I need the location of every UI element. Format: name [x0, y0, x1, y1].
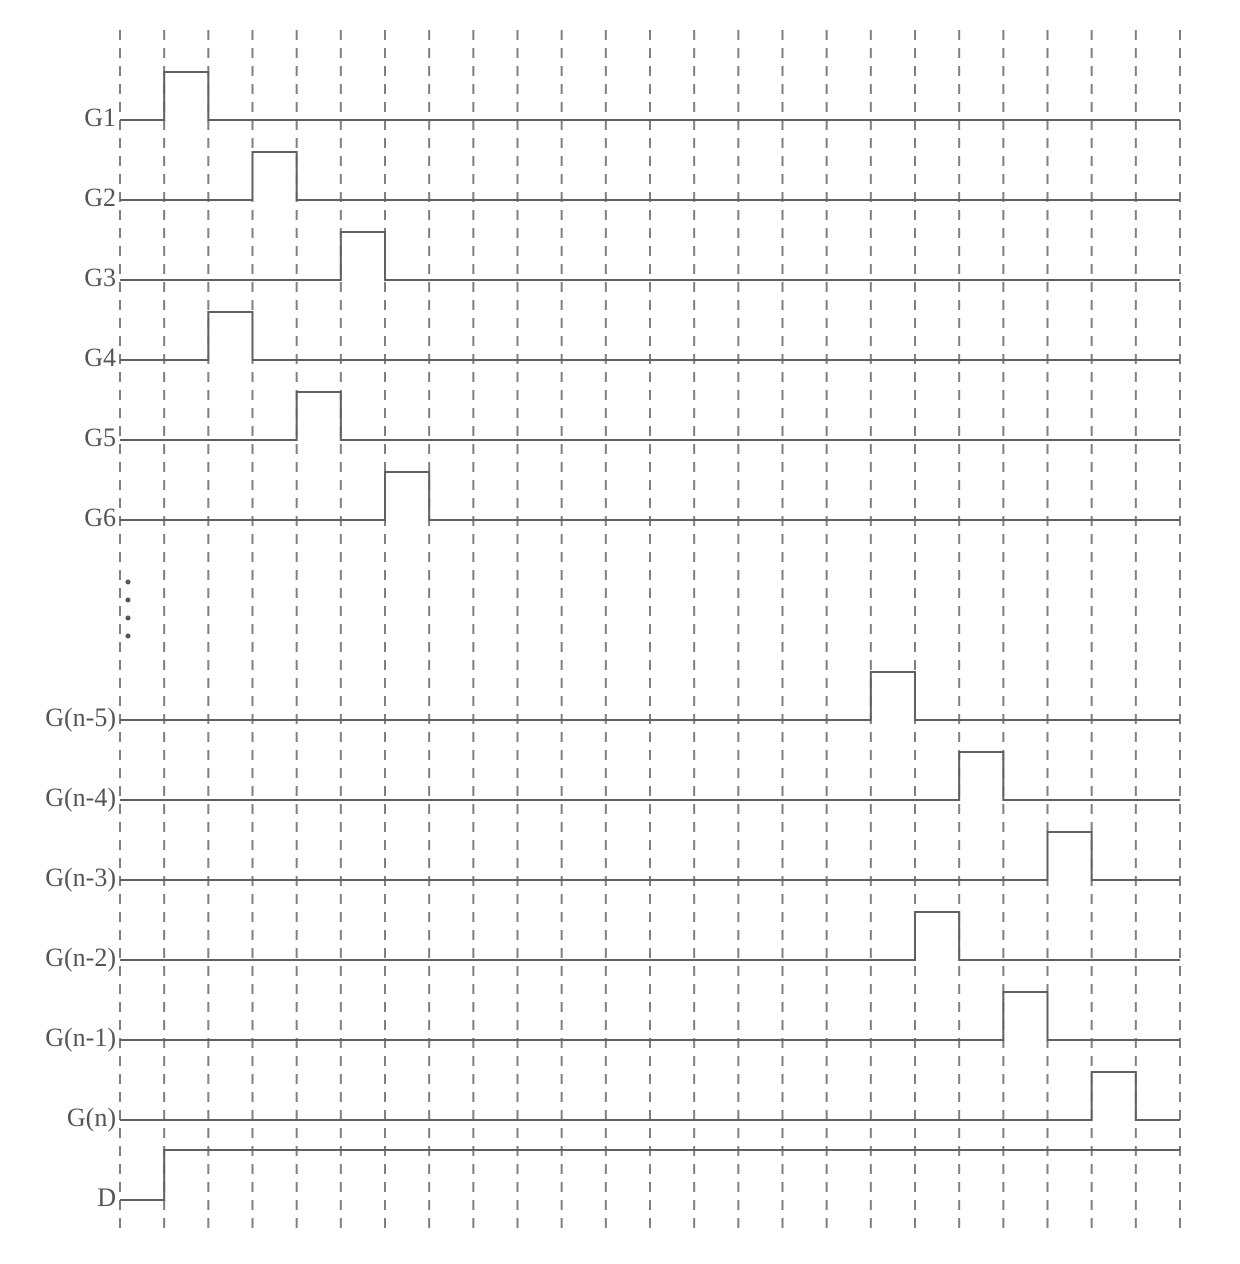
vertical-ellipsis-dot [126, 580, 131, 585]
timing-diagram-svg: G1 G2 G3 G4 G5 G6 G(n-5) G(n-4) G(n-3) G(n-2) G(n-… [0, 0, 1240, 1264]
data-signal-waveform [120, 1150, 1180, 1200]
vertical-ellipsis-dot [126, 634, 131, 639]
signal-top-5-waveform [120, 472, 1180, 520]
signal-bottom-0-label: G(n-5) [45, 703, 116, 732]
timing-diagram-container: G1 G2 G3 G4 G5 G6 G(n-5) G(n-4) G(n-3) G(n-2) G(n-… [0, 0, 1240, 1264]
signal-bottom-2-label: G(n-3) [45, 863, 116, 892]
signal-bottom-4-label: G(n-1) [45, 1023, 116, 1052]
signal-bottom-4-waveform [120, 992, 1180, 1040]
signal-bottom-5-label: G(n) [67, 1103, 116, 1132]
signal-top-3-label: G4 [84, 343, 116, 372]
signal-top-2-label: G3 [84, 263, 116, 292]
signal-top-5-label: G6 [84, 503, 116, 532]
data-signal-label: D [97, 1183, 116, 1212]
signal-top-4-label: G5 [84, 423, 116, 452]
signal-bottom-3-label: G(n-2) [45, 943, 116, 972]
vertical-ellipsis-dot [126, 616, 131, 621]
signal-top-0-waveform [120, 72, 1180, 120]
signal-top-0-label: G1 [84, 103, 116, 132]
signal-top-1-label: G2 [84, 183, 116, 212]
vertical-ellipsis-dot [126, 598, 131, 603]
signal-bottom-2-waveform [120, 832, 1180, 880]
signal-bottom-1-label: G(n-4) [45, 783, 116, 812]
